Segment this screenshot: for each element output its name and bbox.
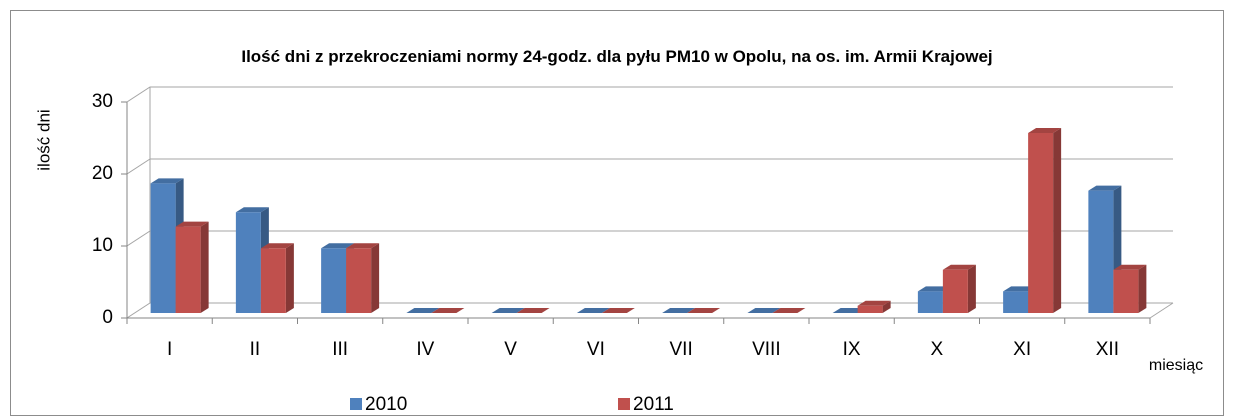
bar — [747, 308, 781, 313]
bar-front — [321, 248, 347, 313]
bar — [516, 308, 550, 313]
x-tick-label: III — [332, 339, 348, 360]
bar-top — [431, 308, 465, 313]
bar-front — [1088, 190, 1114, 313]
bar-top — [917, 286, 951, 292]
bar-top — [1003, 286, 1037, 292]
grid-line — [126, 158, 1173, 175]
bar-side — [1138, 264, 1147, 313]
bar — [175, 221, 209, 313]
x-tick-label: IV — [416, 339, 434, 360]
bar — [260, 243, 294, 313]
bar — [1113, 264, 1147, 313]
y-tick-label: 0 — [102, 307, 113, 328]
bar-top — [687, 308, 721, 313]
bar-top — [576, 308, 610, 313]
x-tick-label: I — [167, 339, 172, 360]
bar-top — [175, 221, 209, 227]
x-tick-label: VIII — [752, 339, 781, 360]
x-tick-label: VI — [587, 339, 605, 360]
bar-side — [200, 221, 209, 313]
bar-top — [857, 300, 891, 306]
bar — [687, 308, 721, 313]
x-label-bg — [1133, 352, 1221, 378]
bar-side — [1053, 128, 1062, 313]
y-tick-label: 30 — [92, 91, 113, 112]
bar — [832, 308, 866, 313]
bar — [491, 308, 525, 313]
bar-top — [747, 308, 781, 313]
bar-top — [150, 178, 184, 184]
chart-frame — [10, 10, 1224, 416]
bar-top — [516, 308, 550, 313]
bar-side — [882, 300, 891, 313]
bar-top — [1088, 185, 1122, 191]
legend-label: 2010 — [365, 394, 407, 415]
bar — [857, 300, 891, 313]
bar-front — [260, 248, 286, 313]
x-axis-label: miesiąc — [1149, 357, 1203, 374]
bar-front — [1028, 133, 1054, 313]
bar-front — [235, 212, 261, 313]
bar-top — [942, 264, 976, 270]
grid-line — [126, 230, 1173, 247]
x-tick-label: V — [504, 339, 517, 360]
legend-label: 2011 — [633, 394, 674, 415]
y-axis-label: ilość dni — [34, 109, 53, 170]
floor-right-edge — [1149, 302, 1174, 319]
x-tick-label: XII — [1096, 339, 1119, 360]
x-tick-label: XI — [1013, 339, 1031, 360]
x-tick-label: II — [250, 339, 261, 360]
bar — [346, 243, 380, 313]
bar — [576, 308, 610, 313]
bar-front — [150, 183, 176, 313]
legend-swatch — [350, 398, 362, 410]
bar-top — [601, 308, 635, 313]
grid-line — [126, 302, 1173, 319]
grid-line — [126, 86, 1173, 103]
bar-top — [346, 243, 380, 249]
bar-top — [321, 243, 355, 249]
bar — [406, 308, 440, 313]
bar — [601, 308, 635, 313]
bar-top — [1028, 128, 1062, 133]
bar-top — [1113, 264, 1147, 270]
bar-side — [285, 243, 294, 313]
bar-front — [917, 291, 943, 313]
y-tick-label: 10 — [92, 235, 113, 256]
bar-top — [406, 308, 440, 313]
bar-top — [491, 308, 525, 313]
y-tick-label: 20 — [92, 163, 113, 184]
x-tick-label: X — [931, 339, 944, 360]
bar-side — [967, 264, 976, 313]
bar — [431, 308, 465, 313]
chart-title: Ilość dni z przekroczeniami normy 24-god… — [241, 47, 993, 66]
bar-top — [772, 308, 806, 313]
bar-front — [175, 226, 201, 313]
legend-swatch — [618, 398, 630, 410]
x-tick-label: VII — [670, 339, 693, 360]
x-tick-label: IX — [843, 339, 861, 360]
bar-front — [857, 305, 883, 313]
bar-side — [371, 243, 380, 313]
bar — [662, 308, 696, 313]
bar-top — [260, 243, 294, 249]
bar — [942, 264, 976, 313]
bar-top — [662, 308, 696, 313]
bar-top — [235, 207, 269, 213]
bar-front — [942, 269, 968, 313]
bar-front — [1113, 269, 1139, 313]
bar-front — [1003, 291, 1029, 313]
bar-front — [346, 248, 372, 313]
bar — [1028, 128, 1062, 313]
bar-top — [832, 308, 866, 313]
bar — [772, 308, 806, 313]
